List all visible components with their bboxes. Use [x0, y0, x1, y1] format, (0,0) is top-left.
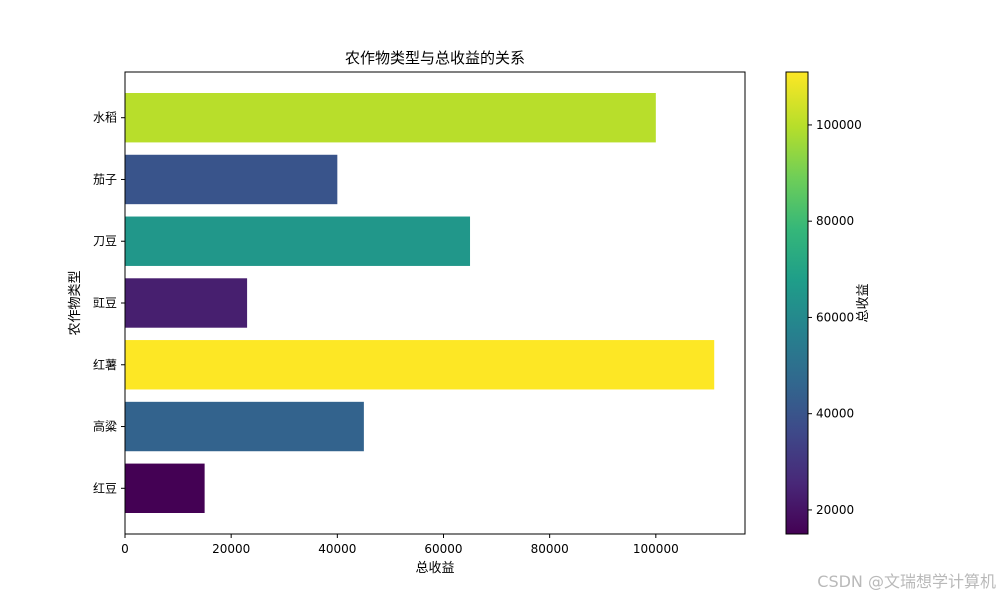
- colorbar-tick-label: 40000: [816, 407, 854, 421]
- bars-layer: [125, 93, 715, 513]
- y-tick-label: 红豆: [93, 480, 117, 495]
- y-tick-label: 茄子: [93, 172, 117, 186]
- y-tick-label: 高粱: [93, 419, 117, 434]
- watermark: CSDN @文瑞想学计算机: [817, 572, 996, 591]
- colorbar-tick-label: 60000: [816, 310, 854, 324]
- x-tick-label: 100000: [633, 542, 679, 556]
- y-axis-label: 农作物类型: [68, 270, 83, 335]
- colorbar-tick-label: 20000: [816, 503, 854, 517]
- x-axis-label: 总收益: [415, 561, 454, 576]
- bar-3: [125, 340, 715, 390]
- chart-title: 农作物类型与总收益的关系: [345, 49, 525, 67]
- colorbar-tick-label: 80000: [816, 214, 854, 228]
- x-tick-label: 40000: [318, 542, 356, 556]
- x-tick-label: 0: [121, 542, 129, 556]
- bar-7: [125, 93, 656, 143]
- colorbar-tick-label: 100000: [816, 118, 862, 132]
- y-tick-label: 红薯: [93, 357, 117, 372]
- y-axis: 红豆 高粱 红薯 豇豆 刀豆 茄子 水稻: [93, 111, 125, 495]
- y-tick-label: 豇豆: [93, 296, 117, 310]
- x-axis: 0 20000 40000 60000 80000 100000: [121, 534, 679, 556]
- x-tick-label: 20000: [212, 542, 250, 556]
- colorbar-ticks: 20000 40000 60000 80000 100000: [808, 118, 862, 517]
- bar-5: [125, 216, 471, 266]
- y-tick-label: 水稻: [93, 111, 117, 125]
- bar-4: [125, 278, 248, 328]
- x-tick-label: 80000: [531, 542, 569, 556]
- bar-6: [125, 154, 338, 205]
- y-tick-label: 刀豆: [93, 234, 117, 248]
- colorbar: 20000 40000 60000 80000 100000 总收益: [785, 71, 871, 535]
- colorbar-label: 总收益: [856, 283, 871, 322]
- x-tick-label: 60000: [424, 542, 462, 556]
- bar-2: [125, 401, 364, 452]
- colorbar-gradient: [785, 71, 809, 535]
- bar-1: [125, 463, 205, 513]
